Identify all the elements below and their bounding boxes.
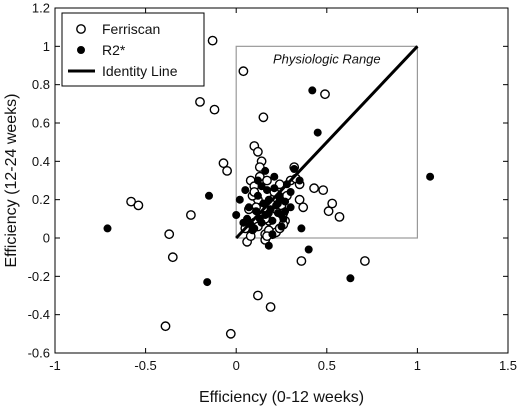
r2-point xyxy=(264,241,273,250)
r2-point xyxy=(295,176,304,185)
r2-point xyxy=(346,274,355,283)
legend-box xyxy=(61,12,205,87)
r2-point xyxy=(297,224,306,233)
ferriscan-point xyxy=(167,252,178,263)
r2-point xyxy=(261,166,270,175)
r2-point xyxy=(243,214,252,223)
x-axis-label: Efficiency (0-12 weeks) xyxy=(199,389,364,406)
r2-point xyxy=(253,176,262,185)
r2-point xyxy=(281,197,290,206)
legend-entry-label: Ferriscan xyxy=(102,21,160,37)
r2-point xyxy=(264,209,273,218)
ferriscan-point xyxy=(218,158,229,169)
y-tick-label: 0 xyxy=(43,231,50,246)
ferriscan-point xyxy=(160,321,171,332)
r2-point xyxy=(270,184,279,193)
ferriscan-point xyxy=(238,66,249,77)
y-tick-label: 0.4 xyxy=(32,154,50,169)
ferriscan-point xyxy=(294,194,305,205)
ferriscan-point xyxy=(318,185,329,196)
r2-point xyxy=(203,278,212,287)
y-axis-label: Efficiency (12-24 weeks) xyxy=(3,94,20,268)
ferriscan-point xyxy=(195,97,205,107)
r2-point xyxy=(257,182,266,191)
y-tick-label: -0.2 xyxy=(28,269,50,284)
r2-point xyxy=(426,172,435,181)
ferriscan-point xyxy=(258,112,269,123)
r2-point xyxy=(268,230,277,239)
legend-ferriscan-marker xyxy=(76,24,86,34)
ferriscan-point xyxy=(296,256,307,266)
identity-line xyxy=(235,45,419,240)
ferriscan-point xyxy=(225,328,236,339)
ferriscan-point xyxy=(265,302,276,312)
y-tick-label: 0.8 xyxy=(32,77,50,92)
ferriscan-point xyxy=(309,183,319,194)
r2-point xyxy=(270,172,279,181)
y-tick-label: -0.4 xyxy=(28,307,50,322)
physiologic-range-box xyxy=(235,45,418,239)
r2-point xyxy=(232,210,241,219)
r2-point xyxy=(290,164,299,173)
ferriscan-point xyxy=(207,35,218,46)
legend-entry-label: R2* xyxy=(102,42,126,58)
ferriscan-point xyxy=(252,290,263,301)
legend-entry-label: Identity Line xyxy=(102,63,178,79)
y-tick-label: -0.6 xyxy=(28,346,50,361)
r2-point xyxy=(268,216,277,225)
r2-point xyxy=(204,191,213,200)
identity-line-layer xyxy=(235,45,419,240)
x-tick-label: 0 xyxy=(233,358,240,373)
ferriscan-point xyxy=(133,200,144,211)
ferriscan-point xyxy=(185,210,196,220)
x-tick-label: -1 xyxy=(49,358,61,373)
y-tick-label: 0.6 xyxy=(32,116,50,131)
r2-point xyxy=(248,226,257,235)
ferriscan-point xyxy=(320,89,330,100)
data-points-layer xyxy=(103,35,435,339)
r2-point xyxy=(241,186,250,195)
ferriscan-point xyxy=(209,104,220,115)
physiologic-range-label: Physiologic Range xyxy=(273,51,381,66)
r2-point xyxy=(103,224,112,233)
r2-point xyxy=(286,187,295,196)
r2-point xyxy=(281,207,290,216)
ferriscan-point xyxy=(359,256,370,266)
x-tick-label: -0.5 xyxy=(134,358,156,373)
r2-point xyxy=(262,186,271,195)
r2-point xyxy=(286,203,295,212)
x-tick-label: 1.5 xyxy=(499,358,517,373)
x-tick-label: 0.5 xyxy=(318,358,336,373)
ferriscan-point xyxy=(262,175,272,186)
y-tick-label: 1.2 xyxy=(32,1,50,16)
r2-point xyxy=(304,245,313,254)
ferriscan-point xyxy=(327,198,338,209)
r2-point xyxy=(257,218,266,227)
ferriscan-point xyxy=(298,202,309,213)
ferriscan-point xyxy=(323,206,334,217)
ferriscan-point xyxy=(222,165,233,176)
labels-layer: Efficiency (0-12 weeks) Efficiency (12-24… xyxy=(3,94,364,407)
r2-point xyxy=(277,222,286,231)
legend: Ferriscan R2* Identity Line xyxy=(61,12,205,87)
r2-point xyxy=(253,191,262,200)
r2-point xyxy=(244,203,253,212)
plot-frame xyxy=(54,7,509,354)
x-tick-label: 1 xyxy=(414,358,421,373)
y-tick-label: 0.2 xyxy=(32,192,50,207)
r2-point xyxy=(308,86,317,95)
ferriscan-point xyxy=(126,196,137,207)
physiologic-range-layer: Physiologic Range xyxy=(235,45,418,239)
axes-layer: -1 -0.5 0 0.5 1 1.5 -0.6 -0.4 -0.2 0 0.2 0.4 0.6 0.8 1… xyxy=(28,1,517,374)
ferriscan-point xyxy=(252,146,263,157)
legend-r2-marker xyxy=(77,46,86,55)
r2-point xyxy=(235,195,244,204)
ferriscan-point xyxy=(164,229,175,240)
y-tick-label: 1 xyxy=(43,39,50,54)
ferriscan-point xyxy=(334,211,345,222)
r2-point xyxy=(313,128,322,137)
